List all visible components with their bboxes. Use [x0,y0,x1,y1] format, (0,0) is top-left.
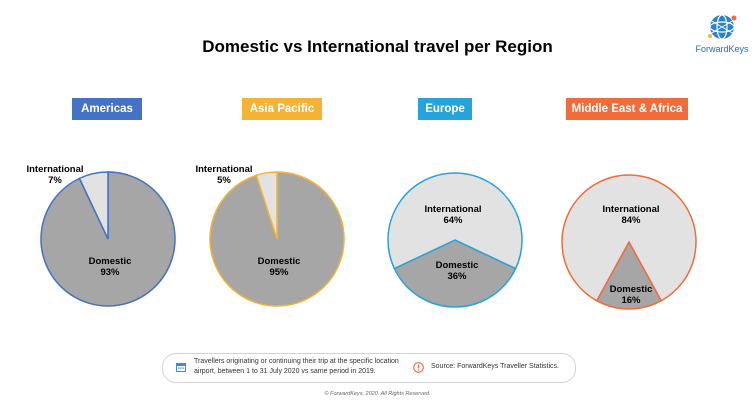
pie-slice-international [255,171,278,240]
pie-slice-domestic [595,240,663,310]
pie-label-domestic: Domestic [436,260,479,271]
pie-label-international: International [195,164,252,175]
pie-slice-international [387,172,523,270]
pie-value-international: 64% [443,215,463,226]
region-label-europe: Europe [418,98,472,120]
pie-label-domestic: Domestic [89,256,132,267]
pie-label-domestic: Domestic [258,256,301,267]
globe-icon [708,14,737,40]
pie-slice-domestic [393,239,517,308]
pie-value-international: 84% [621,215,641,226]
pie-value-domestic: 16% [621,295,641,306]
pie-slice-international [561,174,697,302]
logo-text: ForwardKeys [695,44,749,54]
footer-source-text: Source: ForwardKeys Traveller Statistics… [431,363,559,370]
pie-label-domestic: Domestic [610,284,653,295]
pie-label-international: International [424,204,481,215]
pie-label-international: International [26,164,83,175]
chart-title: Domestic vs International travel per Reg… [202,37,553,56]
footer-note-box: Travellers originating or continuing the… [162,353,576,383]
region-label-asia-pacific: Asia Pacific [242,98,322,120]
info-icon [413,362,424,373]
pie-slice-international [78,171,109,240]
pie-value-domestic: 36% [447,271,467,282]
footer-note-text: Travellers originating or continuing the… [194,358,399,375]
forwardkeys-logo: ForwardKeys [692,12,752,62]
calendar-icon [176,363,186,372]
pie-charts: Domestic93%International7%Domestic95%Int… [26,164,697,310]
copyright-text: © ForwardKeys, 2020. All Rights Reserved… [324,391,431,397]
pie-value-international: 5% [217,175,231,186]
pie-value-domestic: 93% [100,267,120,278]
region-label-americas: Americas [72,98,142,120]
pie-label-international: International [602,204,659,215]
pie-value-international: 7% [48,175,62,186]
pie-value-domestic: 95% [269,267,289,278]
region-label-middle-east-africa: Middle East & Africa [566,98,688,120]
